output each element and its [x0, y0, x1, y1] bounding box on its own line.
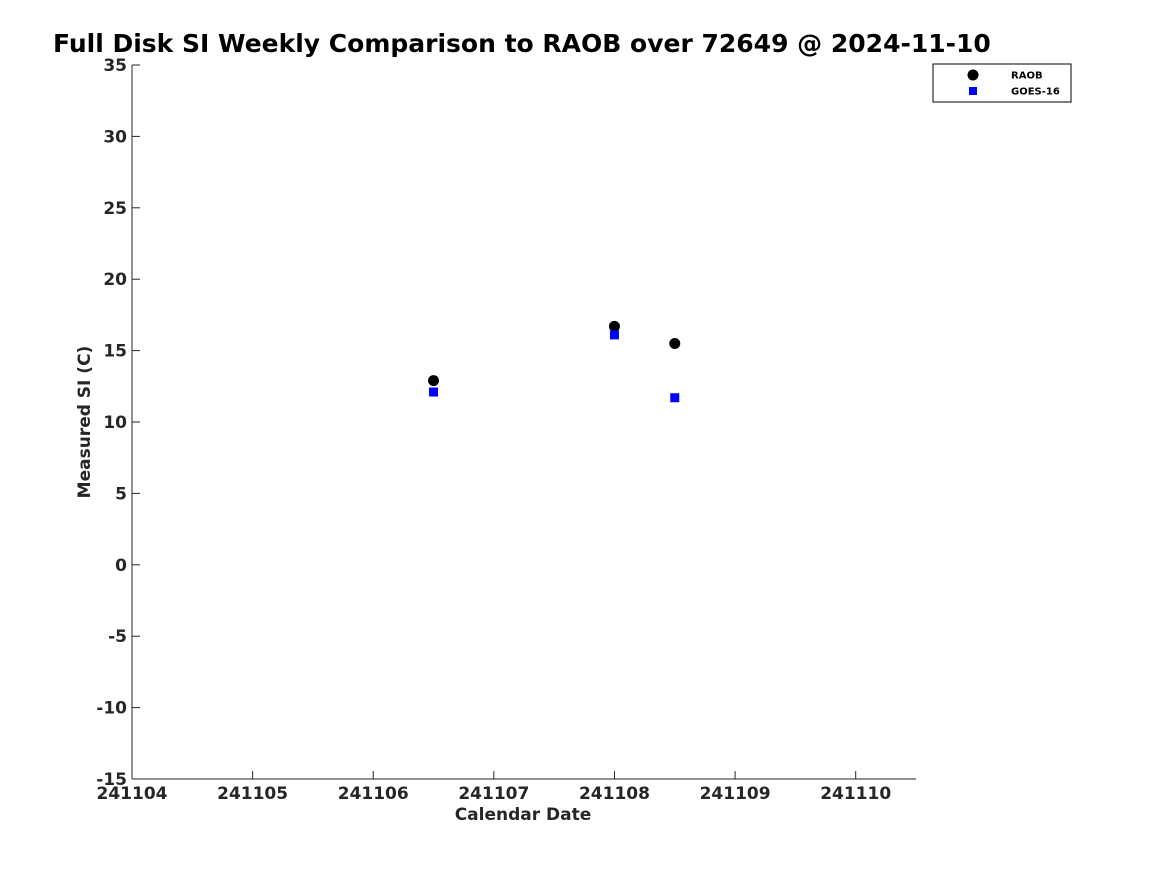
- y-tick-label: 25: [103, 199, 127, 219]
- raob-point: [428, 375, 440, 387]
- x-tick-label: 241109: [700, 784, 771, 804]
- chart-title: Full Disk SI Weekly Comparison to RAOB o…: [53, 29, 991, 58]
- x-tick-label: 241107: [458, 784, 529, 804]
- y-tick-label: 35: [103, 56, 127, 76]
- goes-16-point: [429, 387, 439, 397]
- x-tick-label: 241104: [97, 784, 168, 804]
- raob-point: [669, 337, 681, 349]
- y-tick-label: 10: [103, 413, 127, 433]
- legend-goes-16-marker: [969, 87, 977, 95]
- raob-point: [608, 320, 620, 332]
- y-tick-label: 20: [103, 270, 127, 290]
- y-tick-label: 0: [115, 556, 127, 576]
- y-tick-label: -5: [108, 627, 127, 647]
- y-ticks: 35 30 25 20 15 10 5 0 -5 -10 -15: [96, 56, 140, 790]
- legend-box: [932, 63, 1072, 103]
- x-axis-label: Calendar Date: [455, 805, 592, 825]
- x-tick-label: 241110: [820, 784, 891, 804]
- goes-16-point: [609, 330, 619, 340]
- x-ticks: 241104 241105 241106 241107 241108 241109 2411…: [97, 771, 891, 804]
- y-tick-label: 5: [115, 484, 127, 504]
- y-tick-label: -15: [96, 770, 127, 790]
- legend-raob-label: RAOB: [1011, 71, 1043, 82]
- plot-axes: [131, 65, 916, 780]
- x-tick-label: 241108: [579, 784, 650, 804]
- y-tick-label: -10: [96, 699, 127, 719]
- data-points: [428, 320, 681, 403]
- legend-goes-16-label: GOES-16: [1011, 87, 1060, 98]
- y-tick-label: 15: [103, 342, 127, 362]
- x-tick-label: 241106: [338, 784, 409, 804]
- legend-raob-marker: [967, 69, 979, 81]
- x-tick-label: 241105: [217, 784, 288, 804]
- y-axis-label: Measured SI (C): [75, 346, 95, 499]
- y-tick-label: 30: [103, 127, 127, 147]
- goes-16-point: [670, 393, 680, 403]
- legend: RAOB GOES-16: [932, 63, 1072, 103]
